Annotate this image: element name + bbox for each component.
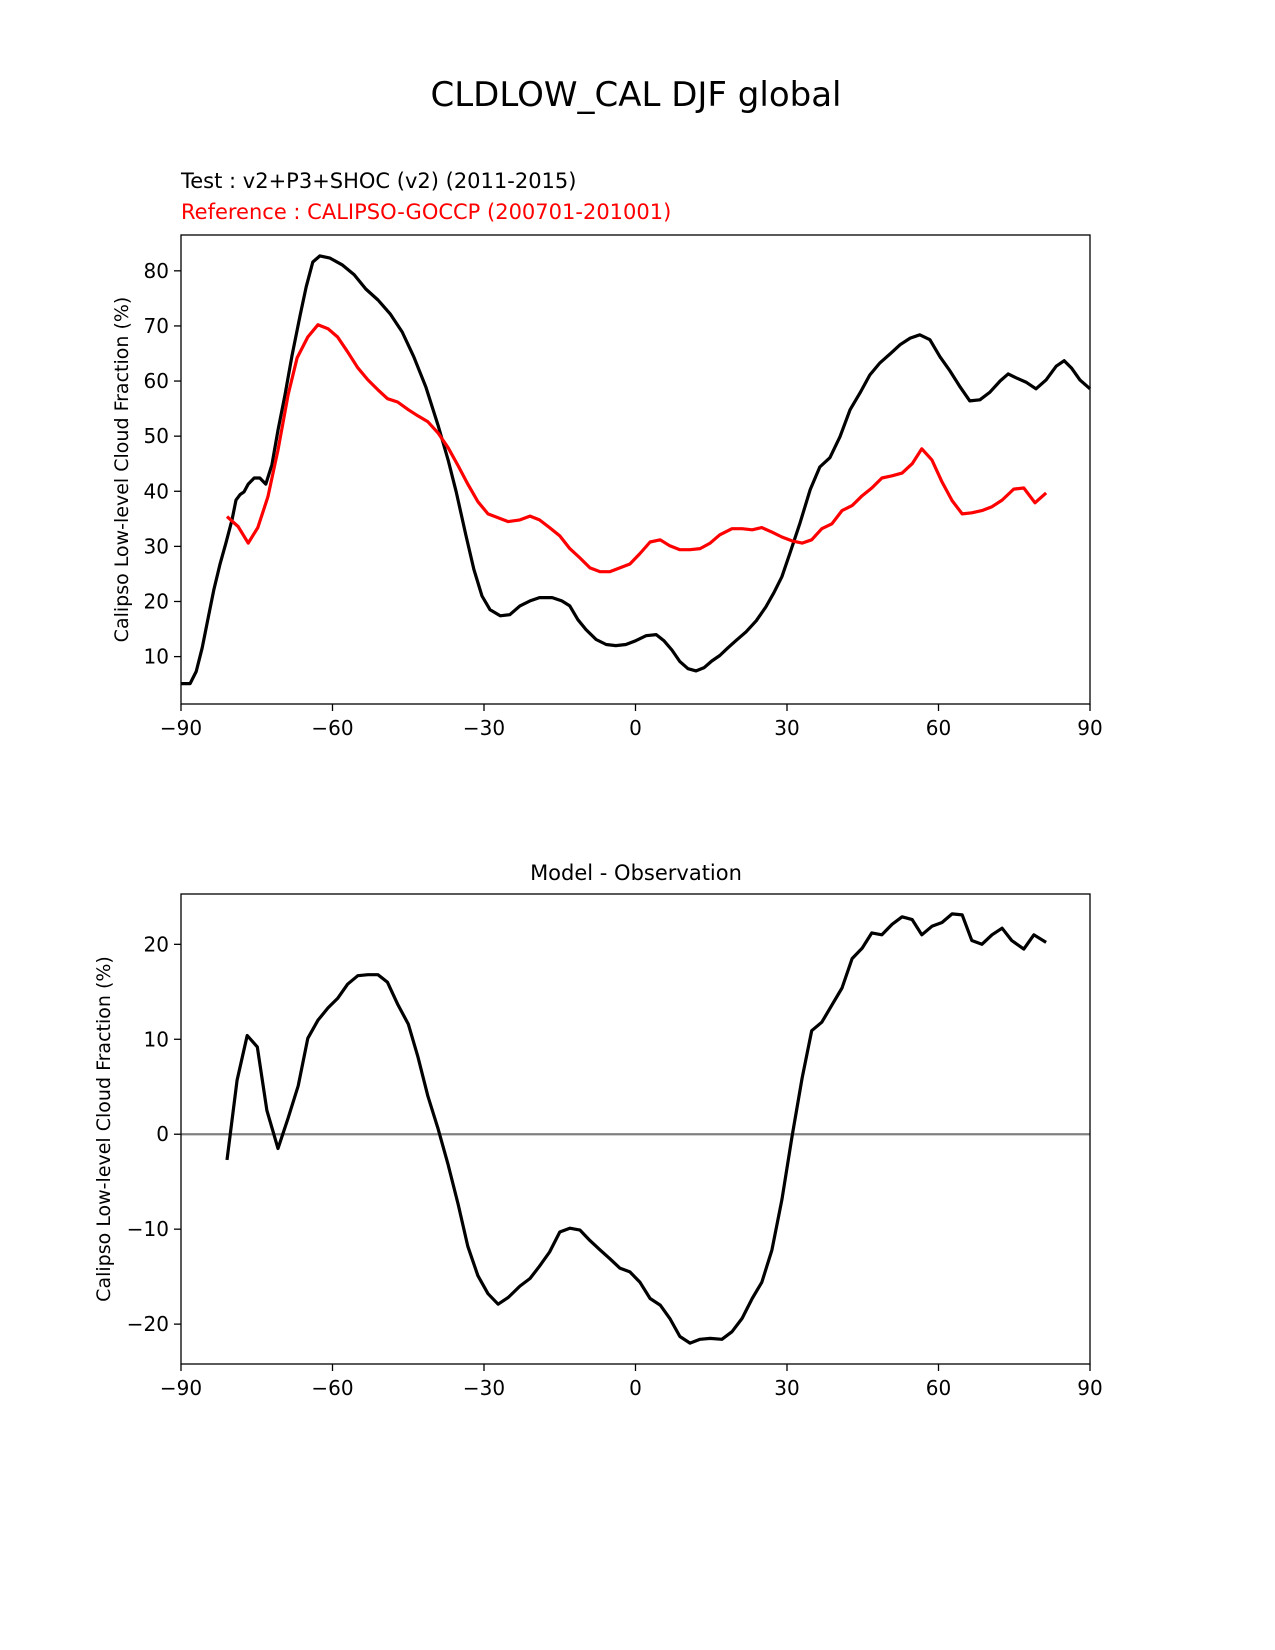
x-tick-label: 30	[774, 716, 799, 740]
x-tick-label: 0	[629, 1376, 642, 1400]
y-tick-label: 20	[144, 589, 169, 613]
x-tick-label: 90	[1077, 716, 1102, 740]
y-tick-label: −20	[127, 1312, 169, 1336]
y-tick-label: 80	[144, 259, 169, 283]
x-tick-label: −90	[160, 716, 202, 740]
series-line-reference	[225, 323, 1048, 574]
x-tick-label: 60	[926, 716, 951, 740]
x-tick-label: 0	[629, 716, 642, 740]
y-axis-label: Calipso Low-level Cloud Fraction (%)	[93, 956, 115, 1302]
x-tick-label: 60	[926, 1376, 951, 1400]
test-title: Test : v2+P3+SHOC (v2) (2011-2015)	[180, 169, 576, 193]
axes-frame	[180, 234, 1091, 705]
y-tick-label: 40	[144, 479, 169, 503]
y-axis-label: Calipso Low-level Cloud Fraction (%)	[111, 297, 133, 643]
x-tick-label: −60	[311, 716, 353, 740]
x-tick-label: −60	[311, 1376, 353, 1400]
y-tick-label: 20	[144, 932, 169, 956]
series-line-test	[181, 254, 1092, 686]
x-tick-label: −90	[160, 1376, 202, 1400]
y-tick-label: −10	[127, 1217, 169, 1241]
plot-difference: −90 −60 −30 0 30 60 90 −20 −10 0 10 20 Calipso Low-l…	[93, 893, 1103, 1400]
y-tick-label: 70	[144, 314, 169, 338]
reference-title: Reference : CALIPSO-GOCCP (200701-201001…	[181, 200, 671, 224]
x-tick-label: −30	[463, 716, 505, 740]
suptitle: CLDLOW_CAL DJF global	[431, 75, 842, 115]
y-tick-label: 60	[144, 369, 169, 393]
y-tick-label: 10	[144, 1027, 169, 1051]
x-tick-label: −30	[463, 1376, 505, 1400]
axes-frame	[180, 893, 1091, 1365]
y-tick-label: 30	[144, 534, 169, 558]
y-tick-label: 50	[144, 424, 169, 448]
x-tick-label: 30	[774, 1376, 799, 1400]
x-tick-label: 90	[1077, 1376, 1102, 1400]
plot-fields: −90 −60 −30 0 30 60 90 10 20 30 40 50 60 70 80 Calipso …	[111, 234, 1103, 740]
diff-title: Model - Observation	[530, 861, 742, 885]
series-line-model-observation	[225, 912, 1047, 1345]
y-tick-label: 0	[156, 1122, 169, 1146]
y-tick-label: 10	[144, 645, 169, 669]
